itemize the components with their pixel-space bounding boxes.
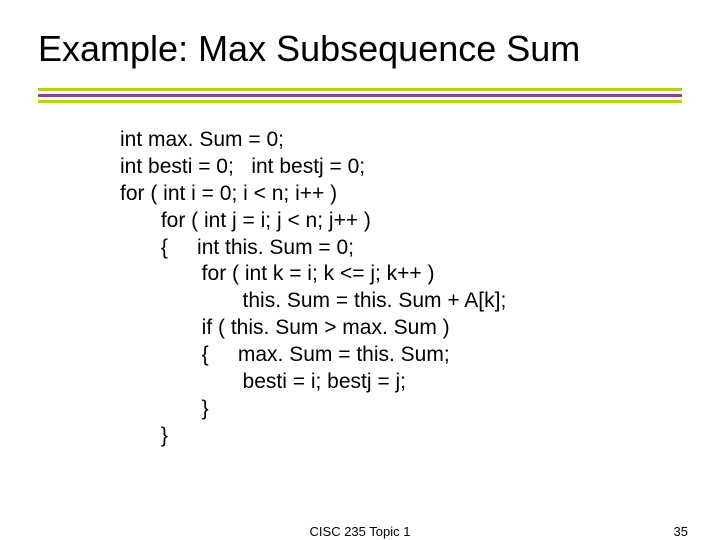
code-line: { max. Sum = this. Sum; xyxy=(120,343,450,366)
footer-center: CISC 235 Topic 1 xyxy=(310,524,411,539)
code-line: besti = i; bestj = j; xyxy=(120,370,406,393)
rule-mid xyxy=(38,94,682,97)
code-line: for ( int i = 0; i < n; i++ ) xyxy=(120,182,337,205)
title-underline xyxy=(38,88,682,103)
code-line: } xyxy=(120,397,209,420)
code-line: this. Sum = this. Sum + A[k]; xyxy=(120,289,506,312)
code-block: int max. Sum = 0; int besti = 0; int bes… xyxy=(120,127,688,450)
code-line: { int this. Sum = 0; xyxy=(120,236,354,259)
code-line: int max. Sum = 0; xyxy=(120,128,284,151)
slide-title: Example: Max Subsequence Sum xyxy=(38,28,688,70)
slide: Example: Max Subsequence Sum int max. Su… xyxy=(0,0,720,540)
code-line: for ( int k = i; k <= j; k++ ) xyxy=(120,262,435,285)
rule-top xyxy=(38,88,682,91)
code-line: for ( int j = i; j < n; j++ ) xyxy=(120,209,371,232)
code-line: int besti = 0; int bestj = 0; xyxy=(120,155,365,178)
rule-bot xyxy=(38,100,682,103)
code-line: if ( this. Sum > max. Sum ) xyxy=(120,316,450,339)
code-line: } xyxy=(120,424,168,447)
footer-page-number: 35 xyxy=(674,524,688,539)
